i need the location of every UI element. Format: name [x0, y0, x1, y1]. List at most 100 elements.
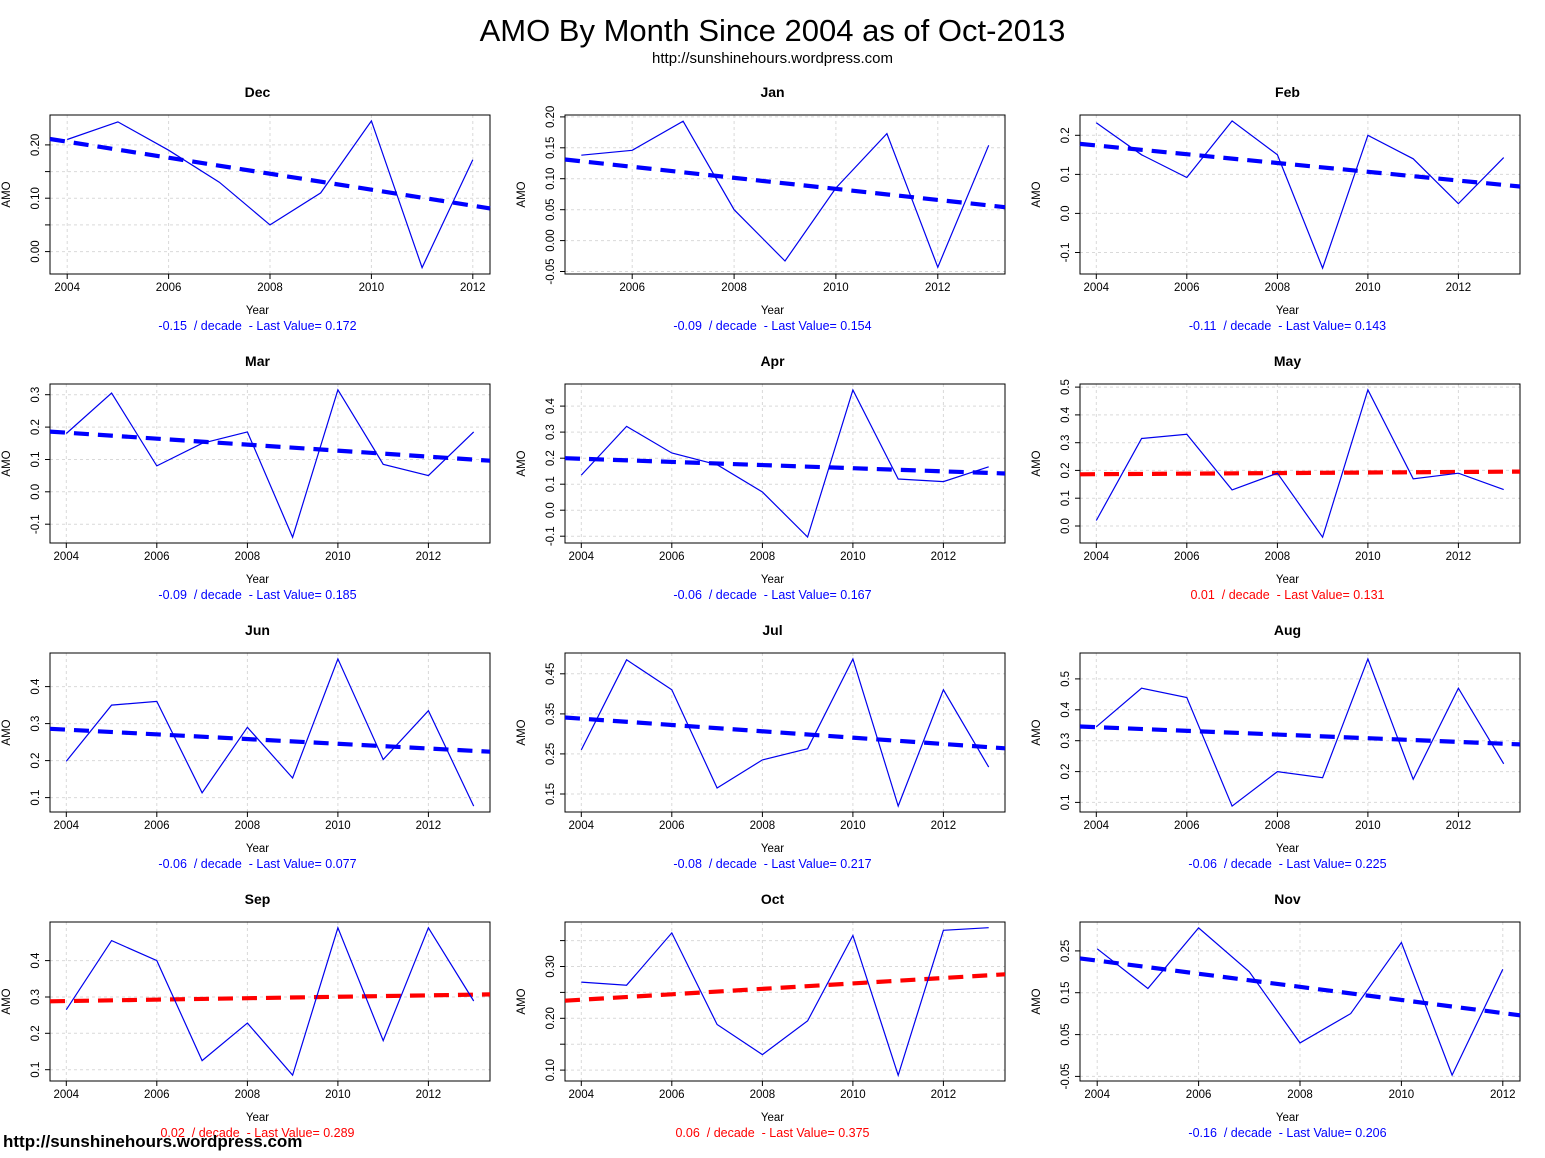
x-tick-label: 2012 [1446, 820, 1472, 832]
y-tick-label: 0.0 [545, 502, 557, 518]
x-axis-label: Year [1275, 574, 1300, 586]
x-axis-label: Year [245, 305, 270, 317]
y-tick-label: 0.5 [1060, 671, 1072, 687]
plot-svg: 2004 2006 2008 2010 2012 -0.1 0.0 0.1 0.2 0.3 AMO [1, 383, 491, 563]
y-tick-label: 0.4 [30, 952, 42, 969]
y-axis-label: AMO [1, 450, 13, 476]
y-tick-label: 0.5 [1060, 379, 1072, 395]
y-tick-label: -0.1 [30, 514, 42, 534]
trend-caption: -0.06 / decade - Last Value= 0.225 [1188, 857, 1387, 871]
trend-line [1079, 141, 1521, 189]
x-axis-label: Year [760, 305, 785, 317]
trend-line [49, 992, 491, 1004]
y-tick-label: 0.2 [545, 450, 557, 466]
subplot-title: Dec [244, 84, 271, 100]
x-tick-label: 2010 [1355, 282, 1381, 294]
y-tick-label: 0.10 [545, 168, 557, 190]
x-tick-label: 2012 [1490, 1089, 1516, 1101]
y-tick-label: 0.3 [30, 387, 42, 403]
x-tick-label: 2010 [1389, 1089, 1415, 1101]
y-tick-label: 0.00 [30, 240, 42, 262]
x-tick-label: 2004 [54, 282, 80, 294]
data-line [1095, 120, 1505, 270]
plot-frame [1079, 652, 1521, 813]
y-tick-label: 0.1 [30, 1062, 42, 1078]
x-tick-label: 2012 [925, 282, 951, 294]
y-tick-label: -0.1 [1060, 243, 1072, 263]
y-tick-label: 0.0 [1060, 518, 1072, 534]
x-tick-label: 2006 [1174, 820, 1200, 832]
y-tick-label: 0.2 [1060, 127, 1072, 143]
trend-line [564, 456, 1006, 476]
x-axis-label: Year [760, 843, 785, 855]
trend-line [564, 715, 1006, 751]
plot-svg: 2004 2006 2008 2010 2012 0.10 0.20 0.30 AMO [516, 921, 1006, 1101]
x-tick-label: 2008 [235, 1089, 261, 1101]
y-tick-label: 0.20 [545, 106, 557, 128]
plot-svg: 2004 2006 2008 2010 2012 0.1 0.2 0.3 0.4 0.5 AMO [1031, 652, 1521, 832]
x-tick-label: 2012 [416, 1089, 442, 1101]
x-tick-label: 2008 [257, 282, 283, 294]
x-tick-label: 2008 [235, 820, 261, 832]
x-tick-label: 2006 [144, 1089, 170, 1101]
x-axis-label: Year [245, 1112, 270, 1124]
subplot-title: Jul [762, 622, 783, 638]
subplot-title: Mar [245, 353, 270, 369]
x-tick-label: 2010 [1355, 820, 1381, 832]
plot-svg: 2006 2008 2010 2012 -0.05 0.00 0.05 0.10 0.15 0.2… [516, 106, 1006, 294]
data-line [1095, 657, 1505, 808]
subplot-sep: Sep 2004 2006 2008 2010 2012 0.1 0.2 0.3 0.4 AMO … [0, 889, 515, 1158]
trend-line [49, 136, 491, 211]
data-line [1095, 388, 1504, 539]
y-tick-label: 0.45 [545, 663, 557, 685]
y-tick-label: 0.00 [545, 229, 557, 251]
x-tick-label: 2008 [750, 820, 776, 832]
x-tick-label: 2004 [569, 1089, 595, 1101]
y-tick-label: 0.2 [30, 1025, 42, 1041]
subplot-title: Nov [1274, 891, 1301, 907]
y-tick-label: 0.4 [1060, 701, 1072, 718]
data-line [581, 927, 989, 1078]
y-tick-label: -0.1 [545, 526, 557, 546]
plot-svg: 2004 2006 2008 2010 2012 0.1 0.2 0.3 0.4 AMO [1, 921, 491, 1101]
y-tick-label: 0.2 [30, 753, 42, 769]
trend-caption: -0.11 / decade - Last Value= 0.143 [1188, 319, 1387, 333]
subplot-title: May [1273, 353, 1302, 369]
x-tick-label: 2006 [619, 282, 645, 294]
y-tick-label: 0.3 [545, 424, 557, 440]
x-tick-label: 2010 [325, 1089, 351, 1101]
subplot-aug: Aug 2004 2006 2008 2010 2012 0.1 0.2 0.3 0.4 0.5 A… [1030, 620, 1545, 889]
subplot-title: Apr [760, 353, 785, 369]
y-tick-label: 0.05 [545, 198, 557, 220]
y-tick-label: 0.25 [545, 743, 557, 765]
trend-caption: -0.15 / decade - Last Value= 0.172 [158, 319, 357, 333]
subplot-may: May 2004 2006 2008 2010 2012 0.0 0.1 0.2 0.3 0.4 0… [1030, 351, 1545, 620]
x-tick-label: 2006 [659, 820, 685, 832]
x-tick-label: 2012 [1446, 282, 1472, 294]
y-tick-label: 0.3 [1060, 733, 1072, 749]
x-tick-label: 2008 [235, 551, 261, 563]
x-tick-label: 2004 [569, 551, 595, 563]
page-header: AMO By Month Since 2004 as of Oct-2013 h… [0, 0, 1545, 82]
plot-svg: 2004 2006 2008 2010 2012 -0.1 0.0 0.1 0.2 AMO [1031, 114, 1521, 294]
plot-svg: 2004 2006 2008 2010 2012 0.15 0.25 0.35 0.45 AMO [516, 652, 1006, 832]
y-tick-label: 0.3 [30, 716, 42, 732]
x-tick-label: 2004 [54, 551, 80, 563]
x-tick-label: 2010 [325, 820, 351, 832]
x-tick-label: 2012 [931, 551, 957, 563]
y-tick-label: 0.10 [30, 187, 42, 209]
trend-caption: -0.08 / decade - Last Value= 0.217 [673, 857, 872, 871]
trend-caption: -0.06 / decade - Last Value= 0.077 [158, 857, 357, 871]
trend-line [1079, 724, 1521, 747]
y-axis-label: AMO [1031, 719, 1043, 745]
x-axis-label: Year [1275, 1112, 1300, 1124]
x-tick-label: 2010 [840, 551, 866, 563]
x-tick-label: 2006 [1186, 1089, 1212, 1101]
subplot-title: Sep [244, 891, 271, 907]
y-tick-label: 0.1 [1060, 490, 1072, 506]
y-axis-label: AMO [1, 988, 13, 1014]
data-line [581, 120, 990, 269]
trend-line [564, 972, 1006, 1003]
y-axis-label: AMO [516, 450, 528, 476]
y-tick-label: 0.1 [545, 476, 557, 492]
